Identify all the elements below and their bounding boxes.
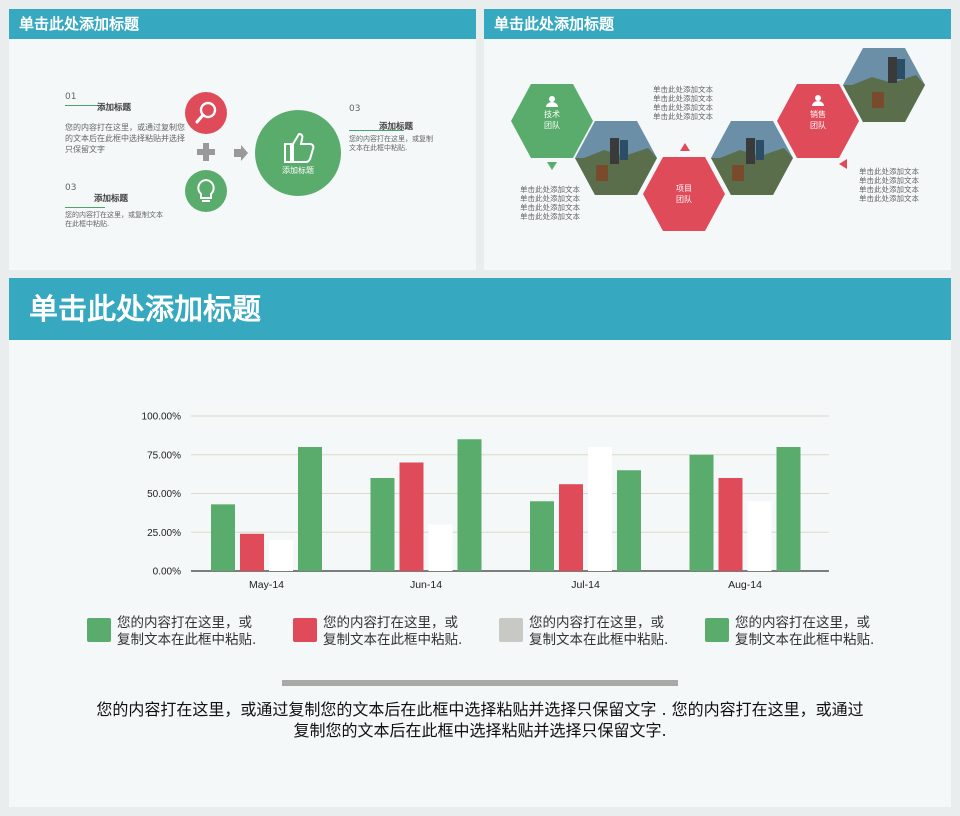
bar: [370, 478, 395, 571]
legend-item: 您的内容打在这里，或 复制文本在此框中粘贴.: [87, 615, 256, 649]
x-tick-label: Aug-14: [728, 579, 762, 591]
bar: [269, 540, 293, 571]
y-tick-label: 100.00%: [142, 412, 182, 423]
bar: [718, 478, 743, 571]
lightbulb-icon: [185, 170, 227, 212]
item-text: 您的内容打在这里，或复制文本在此框中粘贴.: [349, 135, 433, 152]
photo-hikers: [575, 121, 657, 195]
legend-text: 您的内容打在这里，或 复制文本在此框中粘贴.: [735, 615, 875, 648]
divider: [349, 130, 404, 131]
legend-text: 您的内容打在这里，或 复制文本在此框中粘贴.: [323, 615, 463, 648]
thumbs-up-icon: [284, 132, 315, 163]
y-tick-label: 50.00%: [147, 489, 181, 500]
center-circle: 添加标题: [255, 110, 341, 196]
x-tick-label: May-14: [249, 579, 284, 591]
triangle-up-icon: [680, 143, 690, 151]
legend-text: 您的内容打在这里，或 复制文本在此框中粘贴.: [117, 615, 257, 648]
legend-item: 您的内容打在这里，或 复制文本在此框中粘贴.: [499, 615, 668, 649]
x-tick-label: Jul-14: [571, 579, 600, 591]
bar: [240, 533, 264, 571]
legend-swatch: [705, 618, 729, 642]
hex-label: 技术 团队: [544, 110, 560, 130]
legend-text: 您的内容打在这里，或 复制文本在此框中粘贴.: [529, 615, 669, 648]
y-tick-label: 0.00%: [153, 567, 181, 578]
hexagon-tech-team: [511, 84, 593, 158]
photo-hikers: [843, 48, 925, 122]
y-tick-label: 75.00%: [147, 450, 181, 461]
bar: [428, 524, 453, 571]
item-title: 添加标题: [94, 194, 129, 204]
item-title: 添加标题: [379, 122, 414, 132]
bar: [457, 439, 482, 571]
legend-swatch: [293, 618, 317, 642]
item-text: 您的内容打在这里，或通过复制您的文本后在此框中选择粘贴并选择只保留文字: [65, 123, 185, 154]
legend-item: 您的内容打在这里，或 复制文本在此框中粘贴.: [705, 615, 874, 649]
photo-hikers: [711, 121, 793, 195]
hex-label: 销售 团队: [810, 110, 826, 130]
y-tick-label: 25.00%: [147, 528, 181, 539]
hexagon-sales-team: [777, 84, 859, 158]
item-number: 03: [349, 104, 361, 114]
bar: [530, 501, 554, 571]
legend-item: 您的内容打在这里，或 复制文本在此框中粘贴.: [293, 615, 462, 649]
bar: [559, 484, 583, 571]
item-number: 01: [65, 92, 77, 102]
item-text: 您的内容打在这里，或复制文本在此框中粘贴.: [65, 211, 163, 228]
arrow-right-icon: [232, 145, 248, 161]
divider: [65, 207, 105, 208]
plus-icon: [196, 142, 216, 162]
divider-bar: [282, 680, 678, 686]
x-tick-label: Jun-14: [410, 579, 442, 591]
triangle-left-icon: [839, 159, 847, 169]
triangle-down-icon: [547, 162, 557, 170]
bar: [776, 447, 801, 571]
search-icon: [185, 92, 227, 134]
item-title: 添加标题: [97, 103, 132, 113]
hexagon-project-team: [643, 157, 725, 231]
text-block: 单击此处添加文本 单击此处添加文本 单击此处添加文本 单击此处添加文本: [520, 185, 580, 221]
bar: [211, 504, 235, 571]
bar: [689, 454, 714, 571]
team-icon: [811, 91, 825, 106]
legend-swatch: [499, 618, 523, 642]
team-icon: [545, 92, 559, 107]
bar: [399, 462, 424, 571]
legend-swatch: [87, 618, 111, 642]
slide-title: 单击此处添加标题: [484, 9, 951, 39]
slide-title: 单击此处添加标题: [9, 9, 476, 39]
body-text: 您的内容打在这里，或通过复制您的文本后在此框中选择粘贴并选择只保留文字 . 您的…: [96, 700, 864, 740]
bar: [588, 447, 612, 571]
item-number: 03: [65, 183, 77, 193]
bar-chart: 0.00% 25.00% 50.00% 75.00% 100.00% May-14 Jun-…: [142, 412, 829, 591]
hex-label: 项目 团队: [676, 184, 692, 204]
slide-main[interactable]: 单击此处添加标题 0.00% 25.00% 50.00% 75.00% 100.00% M…: [9, 278, 951, 807]
slide-title: 单击此处添加标题: [9, 278, 951, 340]
text-block: 单击此处添加文本 单击此处添加文本 单击此处添加文本 单击此处添加文本: [859, 167, 919, 203]
text-block: 单击此处添加文本 单击此处添加文本 单击此处添加文本 单击此处添加文本: [653, 85, 713, 121]
bar: [298, 447, 322, 571]
slide-thumbnail-2[interactable]: 单击此处添加标题 技术 团队 项目 团队 销售 团队: [484, 9, 951, 270]
divider: [65, 105, 105, 106]
center-label: 添加标题: [282, 166, 314, 175]
slide-thumbnail-1[interactable]: 单击此处添加标题 01 添加标题 您的内容打在这里，或通过复制您的文本后在此框中…: [9, 9, 476, 270]
bar: [747, 501, 772, 571]
bar: [617, 470, 641, 571]
